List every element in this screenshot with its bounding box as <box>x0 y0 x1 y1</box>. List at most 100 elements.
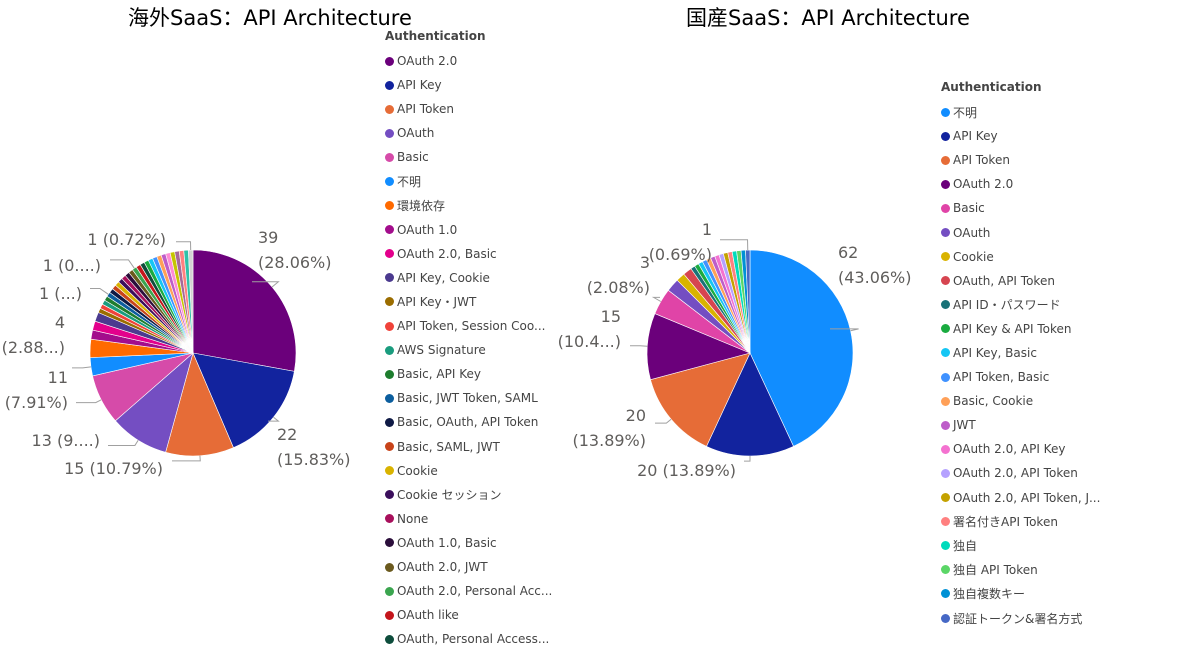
legend-item[interactable]: OAuth 2.0 <box>385 49 552 73</box>
legend-color-dot <box>385 249 394 259</box>
leader-line <box>90 287 109 295</box>
legend-item[interactable]: OAuth, API Token <box>941 269 1100 293</box>
legend-item[interactable]: API Key <box>941 124 1100 148</box>
legend-label: Basic <box>397 150 429 165</box>
legend-label: 独自複数キー <box>953 587 1026 602</box>
legend-label: OAuth 2.0, JWT <box>397 560 488 575</box>
chart-title-domestic: 国産SaaS：API Architecture <box>686 6 970 30</box>
legend-item[interactable]: OAuth 1.0 <box>385 218 552 242</box>
legend-color-dot <box>941 420 950 430</box>
data-label: (28.06%) <box>258 253 332 272</box>
legend-item[interactable]: OAuth <box>941 220 1100 244</box>
legend-item[interactable]: Cookie セッション <box>385 483 552 507</box>
legend-item[interactable]: OAuth 2.0, API Token, J... <box>941 486 1100 510</box>
legend-color-dot <box>385 417 394 427</box>
legend-label: OAuth, API Token <box>953 273 1055 288</box>
legend-item[interactable]: OAuth <box>385 121 552 145</box>
leader-line <box>744 456 751 462</box>
pie-slice[interactable] <box>192 352 295 449</box>
legend-color-dot <box>941 276 950 286</box>
legend-item[interactable]: API Key・JWT <box>385 290 552 314</box>
legend-color-dot <box>941 565 950 575</box>
legend-item[interactable]: OAuth 2.0, JWT <box>385 555 552 579</box>
legend-item[interactable]: 不明 <box>941 100 1100 124</box>
legend-item[interactable]: 不明 <box>385 169 552 193</box>
legend-label: OAuth 1.0, Basic <box>397 535 497 550</box>
legend-label: 署名付きAPI Token <box>953 515 1058 530</box>
legend-item[interactable]: Basic <box>941 196 1100 220</box>
legend-item[interactable]: Basic, OAuth, API Token <box>385 410 552 434</box>
legend-item[interactable]: OAuth 2.0, API Key <box>941 437 1100 461</box>
legend-item[interactable]: JWT <box>941 413 1100 437</box>
legend-label: 不明 <box>397 175 422 190</box>
legend-item[interactable]: 環境依存 <box>385 194 552 218</box>
legend-item[interactable]: AWS Signature <box>385 338 552 362</box>
legend-item[interactable]: OAuth 2.0, Basic <box>385 242 552 266</box>
legend-item[interactable]: OAuth 1.0, Basic <box>385 531 552 555</box>
pie-slice[interactable] <box>650 352 751 447</box>
legend-label: API Token, Session Coo... <box>397 319 546 334</box>
legend-color-dot <box>385 128 394 138</box>
data-label: 3 <box>640 253 650 272</box>
pie-slice[interactable] <box>188 249 194 354</box>
legend-item[interactable]: API Key & API Token <box>941 317 1100 341</box>
legend-item[interactable]: OAuth like <box>385 603 552 627</box>
legend-label: 独自 <box>953 539 978 554</box>
legend-item[interactable]: API Token, Basic <box>941 365 1100 389</box>
legend-item[interactable]: OAuth 2.0 <box>941 172 1100 196</box>
legend-color-dot <box>385 80 394 90</box>
legend-label: API ID・パスワード <box>953 298 1061 313</box>
leader-line <box>110 259 135 269</box>
legend-item[interactable]: Basic, API Key <box>385 362 552 386</box>
leader-line <box>72 366 91 369</box>
legend-item[interactable]: Basic, SAML, JWT <box>385 435 552 459</box>
pie-slice[interactable] <box>749 249 854 447</box>
legend-item[interactable]: API Key, Cookie <box>385 266 552 290</box>
legend-item[interactable]: API Key <box>385 73 552 97</box>
legend-label: 環境依存 <box>397 199 446 214</box>
legend-color-dot <box>385 490 394 500</box>
legend-label: Basic, OAuth, API Token <box>397 415 539 430</box>
pie-slice[interactable] <box>165 352 234 457</box>
legend-label: Basic <box>953 201 985 216</box>
legend-item[interactable]: Basic, Cookie <box>941 389 1100 413</box>
legend-color-dot <box>385 104 394 114</box>
legend-item[interactable]: 独自 API Token <box>941 558 1100 582</box>
legend-label: OAuth 2.0, API Key <box>953 442 1066 457</box>
legend-item[interactable]: 署名付きAPI Token <box>941 510 1100 534</box>
data-label: 4 <box>55 313 65 332</box>
legend-item[interactable]: OAuth, Personal Access... <box>385 627 552 651</box>
legend-item[interactable]: Cookie <box>385 459 552 483</box>
legend-item[interactable]: None <box>385 507 552 531</box>
legend-item[interactable]: 独自複数キー <box>941 582 1100 606</box>
legend-color-dot <box>385 345 394 355</box>
legend-item[interactable]: Basic, JWT Token, SAML <box>385 386 552 410</box>
legend-color-dot <box>941 348 950 358</box>
legend-item[interactable]: API ID・パスワード <box>941 293 1100 317</box>
legend-item[interactable]: API Token, Session Coo... <box>385 314 552 338</box>
legend-item[interactable]: API Key, Basic <box>941 341 1100 365</box>
legend-label: 独自 API Token <box>953 563 1038 578</box>
legend-item[interactable]: 独自 <box>941 534 1100 558</box>
legend-overseas: Authentication OAuth 2.0 API Key API Token… <box>385 29 552 651</box>
legend-label: Basic, API Key <box>397 367 481 382</box>
leader-line <box>176 241 192 251</box>
data-label: 15 <box>601 307 621 326</box>
legend-color-dot <box>385 369 394 379</box>
legend-label: API Key, Cookie <box>397 270 490 285</box>
legend-label: API Token, Basic <box>953 370 1050 385</box>
legend-item[interactable]: OAuth 2.0, API Token <box>941 461 1100 485</box>
legend-title: Authentication <box>941 80 1042 94</box>
data-label: 1 (0.72%) <box>87 230 166 249</box>
legend-color-dot <box>385 634 394 644</box>
data-label: (43.06%) <box>838 268 912 287</box>
legend-item[interactable]: API Token <box>385 97 552 121</box>
legend-item[interactable]: API Token <box>941 148 1100 172</box>
pie-slice[interactable] <box>706 352 794 457</box>
legend-label: OAuth 2.0, Personal Acc... <box>397 584 553 599</box>
legend-item[interactable]: 認証トークン&署名方式 <box>941 606 1100 630</box>
legend-label: AWS Signature <box>397 343 486 358</box>
legend-item[interactable]: OAuth 2.0, Personal Acc... <box>385 579 552 603</box>
legend-item[interactable]: Cookie <box>941 245 1100 269</box>
legend-item[interactable]: Basic <box>385 145 552 169</box>
